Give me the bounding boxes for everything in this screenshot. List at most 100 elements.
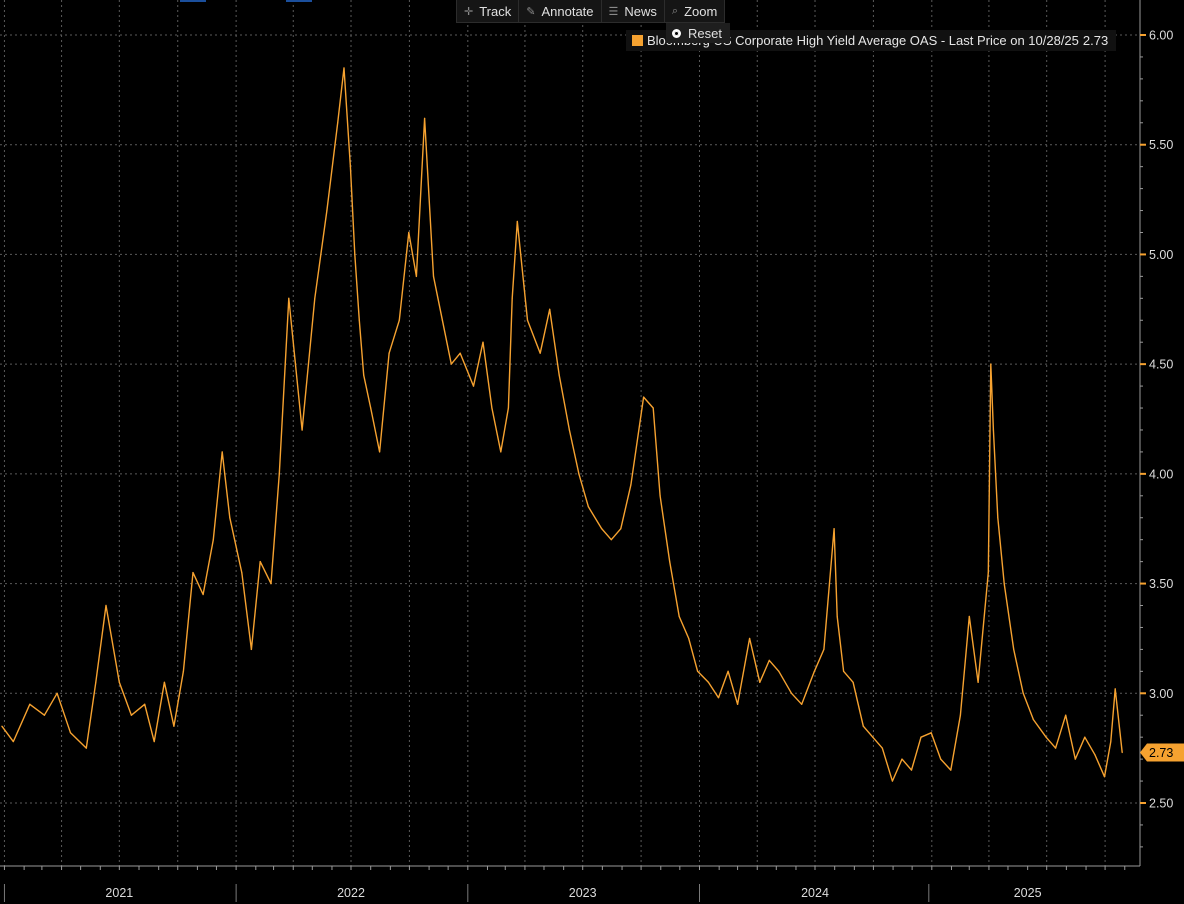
data-point bbox=[660, 495, 661, 496]
data-point bbox=[990, 364, 991, 365]
y-tick-label: 2.50 bbox=[1149, 797, 1173, 811]
zoom-button[interactable]: ⌕ Zoom bbox=[665, 0, 724, 22]
x-year-label: 2025 bbox=[1014, 886, 1042, 900]
data-point bbox=[119, 682, 120, 683]
data-point bbox=[408, 232, 409, 233]
data-point bbox=[57, 693, 58, 694]
data-point bbox=[669, 561, 670, 562]
data-point bbox=[1055, 748, 1056, 749]
data-point bbox=[13, 741, 14, 742]
data-point bbox=[978, 682, 979, 683]
data-point bbox=[837, 616, 838, 617]
annotate-button[interactable]: ✎ Annotate bbox=[519, 0, 601, 22]
data-point bbox=[823, 649, 824, 650]
data-point bbox=[86, 748, 87, 749]
data-point bbox=[901, 759, 902, 760]
data-point bbox=[643, 396, 644, 397]
series-line bbox=[2, 68, 1122, 781]
data-point bbox=[1104, 776, 1105, 777]
data-point bbox=[1094, 754, 1095, 755]
data-point bbox=[688, 638, 689, 639]
data-point bbox=[778, 671, 779, 672]
data-point bbox=[882, 748, 883, 749]
data-point bbox=[270, 583, 271, 584]
data-point bbox=[359, 320, 360, 321]
zoom-label: Zoom bbox=[684, 4, 717, 19]
data-point bbox=[527, 320, 528, 321]
data-point bbox=[679, 616, 680, 617]
data-point bbox=[852, 682, 853, 683]
pencil-icon: ✎ bbox=[526, 5, 535, 18]
data-point bbox=[863, 726, 864, 727]
news-button[interactable]: ☰ News bbox=[602, 0, 665, 22]
data-point bbox=[350, 166, 351, 167]
data-point bbox=[183, 671, 184, 672]
track-button[interactable]: ✛ Track bbox=[457, 0, 519, 22]
data-point bbox=[363, 375, 364, 376]
data-point bbox=[482, 342, 483, 343]
y-tick-label: 4.00 bbox=[1149, 467, 1173, 481]
data-point bbox=[569, 429, 570, 430]
data-point bbox=[144, 704, 145, 705]
data-point bbox=[416, 276, 417, 277]
top-accent-bar bbox=[286, 0, 312, 2]
data-point bbox=[843, 671, 844, 672]
data-point bbox=[1115, 688, 1116, 689]
data-point bbox=[540, 353, 541, 354]
data-point bbox=[229, 517, 230, 518]
data-point bbox=[105, 605, 106, 606]
top-accent-bar bbox=[180, 0, 206, 2]
data-point bbox=[241, 572, 242, 573]
legend-last-value: 2.73 bbox=[1083, 33, 1108, 48]
data-point bbox=[559, 375, 560, 376]
data-point bbox=[940, 759, 941, 760]
data-point bbox=[1023, 693, 1024, 694]
y-tick-label: 5.50 bbox=[1149, 138, 1173, 152]
data-point bbox=[920, 737, 921, 738]
data-point bbox=[1110, 741, 1111, 742]
data-point bbox=[749, 638, 750, 639]
news-label: News bbox=[624, 4, 657, 19]
data-point bbox=[95, 682, 96, 683]
data-point bbox=[354, 254, 355, 255]
y-tick-label: 3.50 bbox=[1149, 577, 1173, 591]
data-point bbox=[213, 539, 214, 540]
data-point bbox=[399, 320, 400, 321]
data-point bbox=[892, 780, 893, 781]
data-point bbox=[911, 769, 912, 770]
data-point bbox=[708, 682, 709, 683]
data-point bbox=[1004, 583, 1005, 584]
magnifier-icon: ⌕ bbox=[672, 5, 678, 18]
x-year-label: 2022 bbox=[337, 886, 365, 900]
y-tick-label: 5.00 bbox=[1149, 248, 1173, 262]
reset-label: Reset bbox=[688, 26, 722, 41]
data-point bbox=[1, 726, 2, 727]
reset-icon bbox=[672, 29, 681, 38]
data-point bbox=[759, 682, 760, 683]
data-point bbox=[620, 528, 621, 529]
data-point bbox=[460, 353, 461, 354]
last-value-label: 2.73 bbox=[1149, 746, 1173, 760]
data-point bbox=[279, 473, 280, 474]
data-point bbox=[500, 451, 501, 452]
reset-zoom-button[interactable]: Reset bbox=[666, 23, 730, 43]
data-point bbox=[326, 210, 327, 211]
data-point bbox=[222, 451, 223, 452]
data-point bbox=[370, 407, 371, 408]
series-layer bbox=[1, 67, 1123, 781]
data-point bbox=[630, 484, 631, 485]
data-point bbox=[578, 473, 579, 474]
x-year-label: 2021 bbox=[105, 886, 133, 900]
data-point bbox=[512, 298, 513, 299]
x-year-label: 2024 bbox=[801, 886, 829, 900]
data-point bbox=[508, 407, 509, 408]
data-point bbox=[164, 682, 165, 683]
data-point bbox=[424, 118, 425, 119]
data-point bbox=[950, 769, 951, 770]
data-point bbox=[769, 660, 770, 661]
y-tick-label: 3.00 bbox=[1149, 687, 1173, 701]
data-point bbox=[302, 429, 303, 430]
data-point bbox=[697, 671, 698, 672]
data-point bbox=[388, 353, 389, 354]
